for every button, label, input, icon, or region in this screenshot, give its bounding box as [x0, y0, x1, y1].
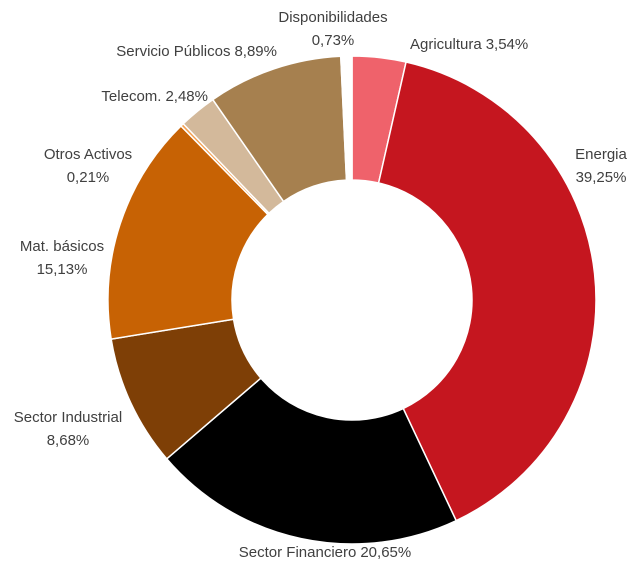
value-label: 2,48%	[165, 88, 208, 105]
slice	[377, 61, 597, 522]
value-label: 0,21%	[67, 169, 110, 186]
category-label: Otros Activos	[44, 146, 132, 163]
value-label: 20,65%	[360, 544, 411, 561]
slice	[339, 55, 353, 181]
category-label: Energia	[575, 146, 627, 163]
slice-label: Telecom. 2,48%	[101, 88, 208, 105]
value-label: 15,13%	[37, 261, 88, 278]
value-label: 0,73%	[312, 32, 355, 49]
value-label: 3,54%	[486, 36, 529, 53]
value-label: 8,89%	[234, 43, 277, 60]
slice	[107, 124, 269, 340]
value-label: 39,25%	[576, 169, 627, 186]
slice	[165, 377, 458, 545]
category-label: Sector Industrial	[14, 409, 122, 426]
value-label: 8,68%	[47, 432, 90, 449]
category-label: Sector Financiero	[239, 544, 357, 561]
category-label: Agricultura	[410, 36, 482, 53]
category-label: Disponibilidades	[278, 9, 387, 26]
slice-label: Sector Financiero 20,65%	[239, 544, 411, 561]
category-label: Servicio Públicos	[116, 43, 230, 60]
slice-label: Agricultura 3,54%	[410, 36, 528, 53]
category-label: Mat. básicos	[20, 238, 104, 255]
slice-label: Servicio Públicos 8,89%	[116, 43, 277, 60]
category-label: Telecom.	[101, 88, 161, 105]
